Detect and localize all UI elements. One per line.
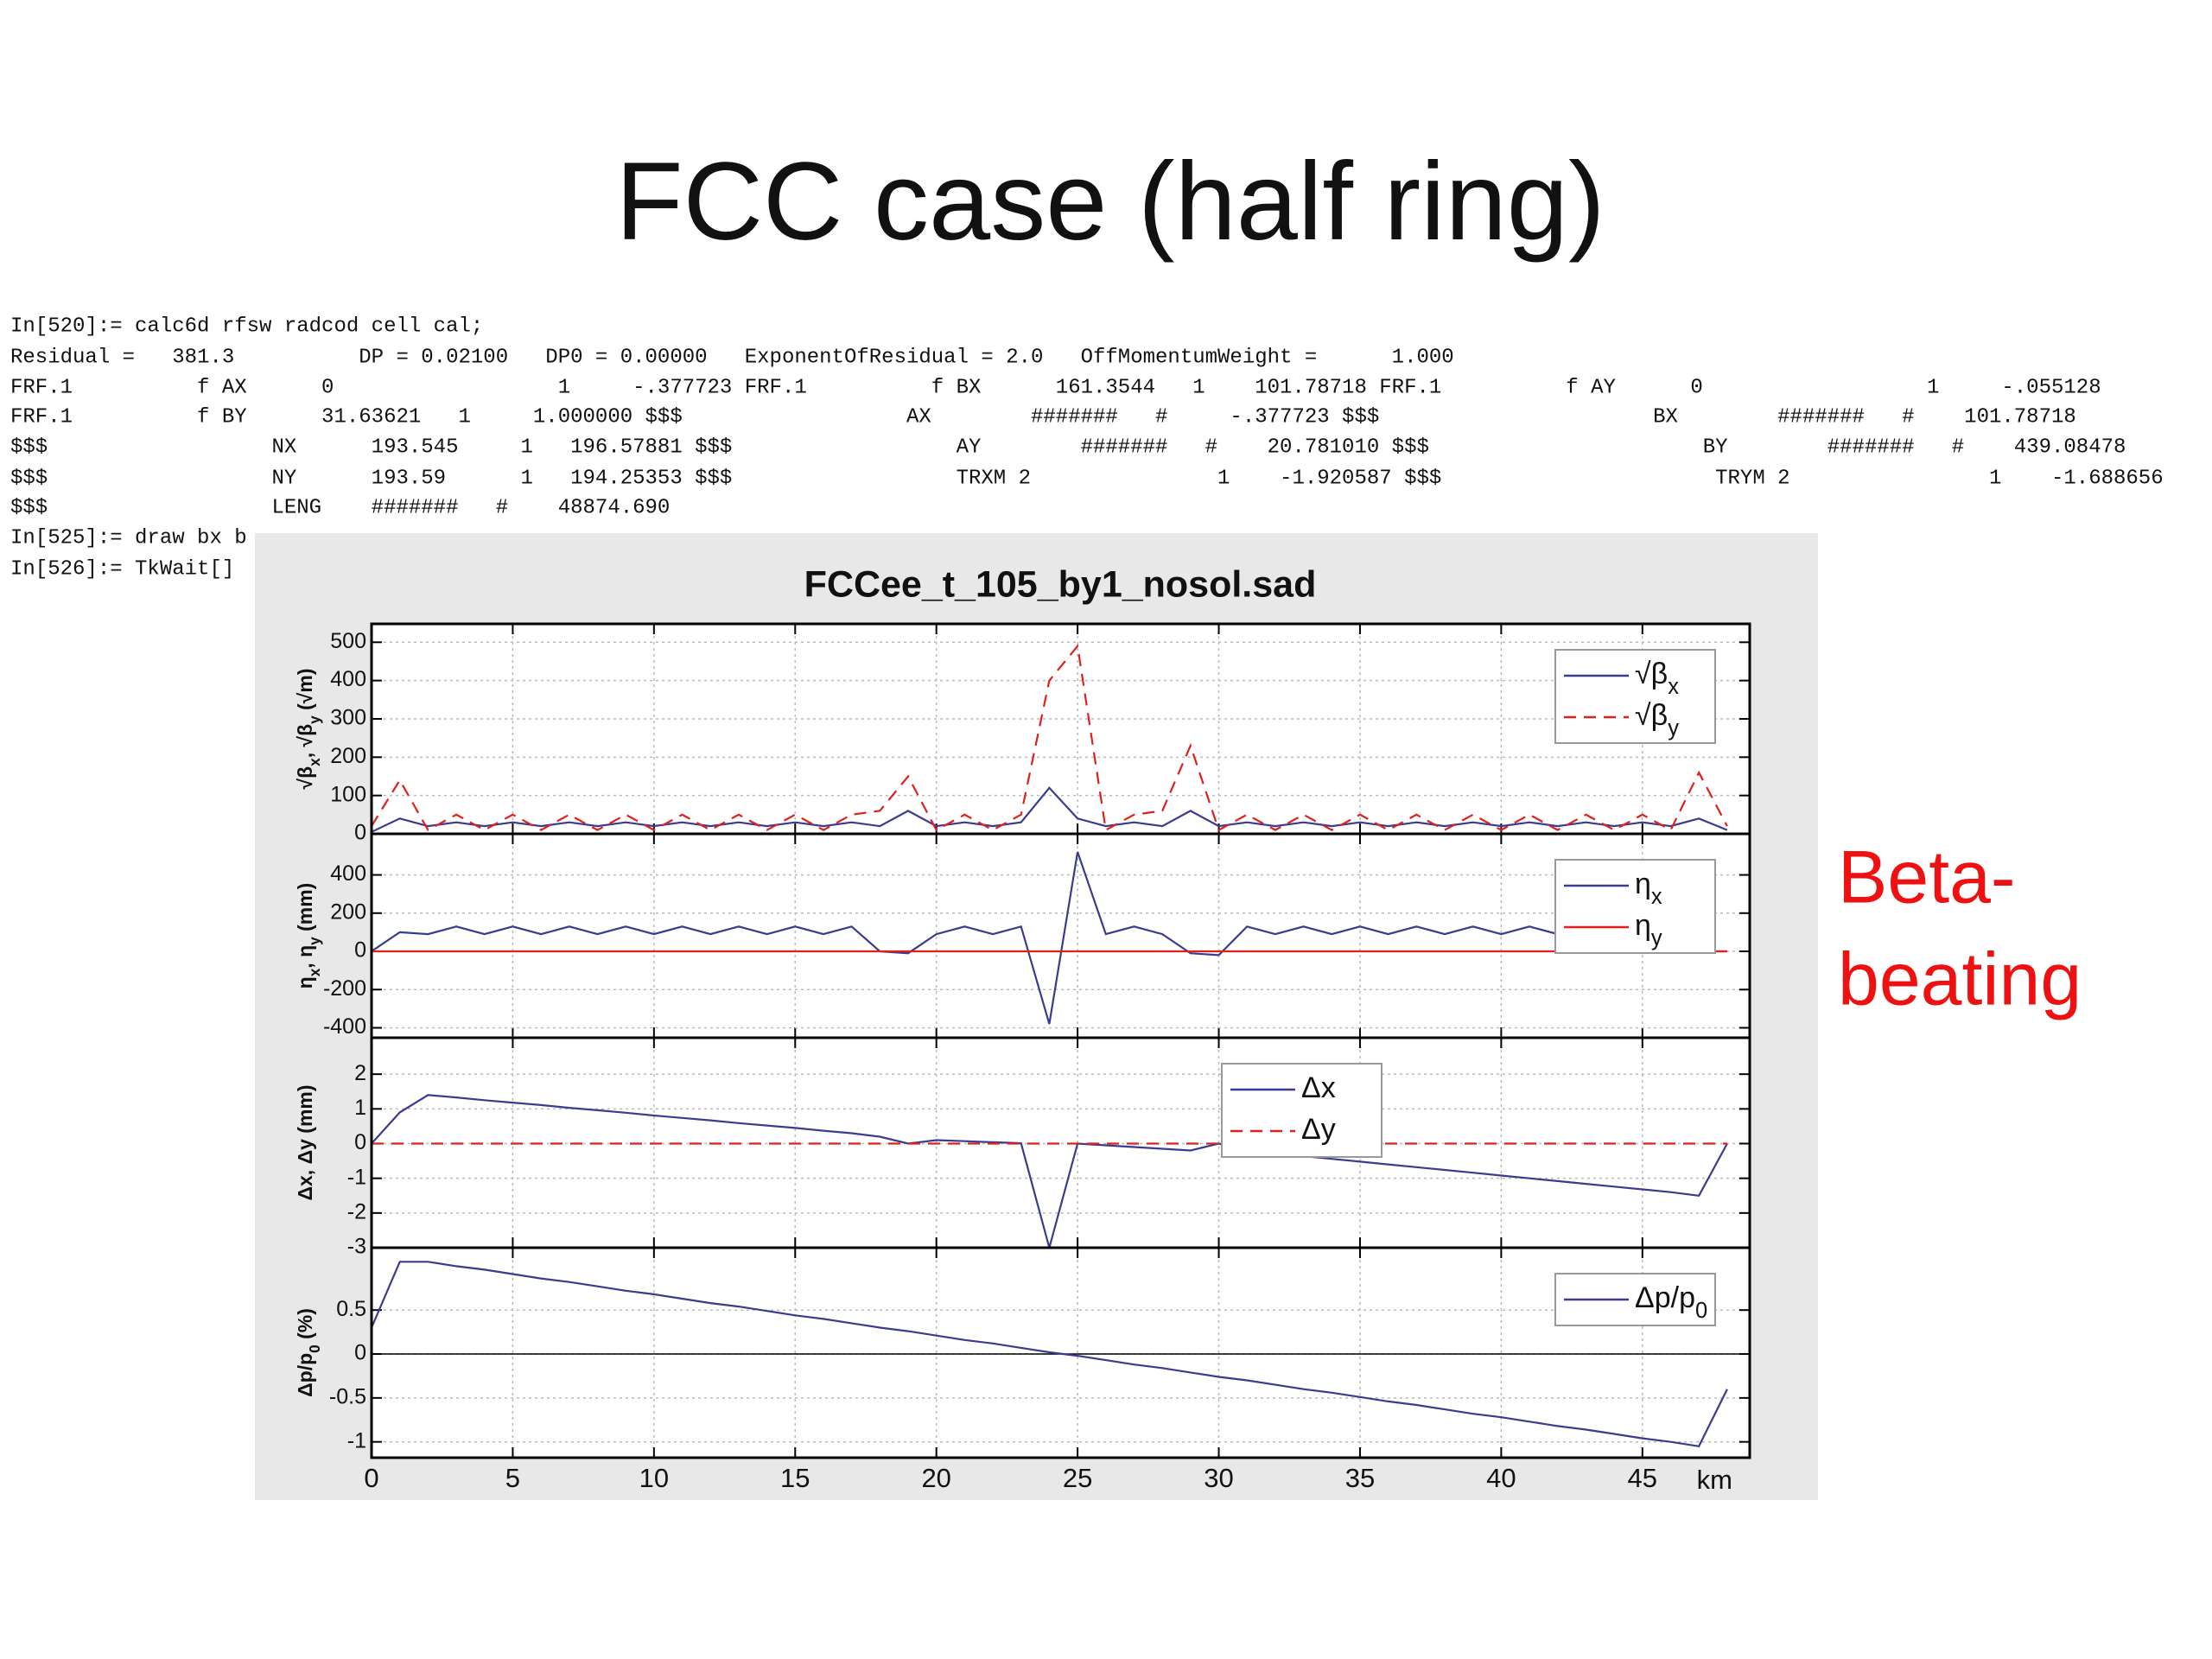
- console-output: In[520]:= calc6d rfsw radcod cell cal; Re…: [10, 315, 2164, 581]
- x-tick-label: 5: [505, 1463, 520, 1493]
- y-tick-label: 100: [330, 782, 366, 806]
- x-tick-label: 0: [364, 1463, 378, 1493]
- series-line: [372, 851, 1727, 1025]
- legend-label: √βx: [1635, 658, 1679, 699]
- y-tick-label: -400: [323, 1014, 366, 1039]
- legend-label: ηy: [1635, 909, 1662, 950]
- console-line: $$$ NX 193.545 1 196.57881 $$$ AY ######…: [10, 435, 2126, 459]
- figure-title: FCCee_t_105_by1_nosol.sad: [804, 563, 1317, 605]
- side-note: beating: [1838, 938, 2082, 1021]
- slide-title: FCC case (half ring): [615, 140, 1605, 264]
- series-group: [372, 644, 1728, 833]
- console-line: In[520]:= calc6d rfsw radcod cell cal;: [10, 315, 483, 338]
- y-tick-label: -0.5: [329, 1384, 366, 1408]
- series-line: [372, 1261, 1728, 1448]
- y-tick-label: 1: [354, 1096, 366, 1120]
- console-line: In[526]:= TkWait[]: [10, 557, 234, 581]
- plot-area: [372, 624, 1750, 834]
- console-line: FRF.1 f AX 0 1 -.377723 FRF.1 f BX 161.3…: [10, 376, 2101, 399]
- legend-label: Δy: [1301, 1113, 1336, 1146]
- console-line: In[525]:= draw bx b: [10, 526, 247, 550]
- y-tick-label: 200: [330, 899, 366, 924]
- y-tick-label: -1: [347, 1428, 366, 1452]
- y-tick-label: 0: [354, 821, 366, 845]
- x-tick-label: 10: [639, 1463, 669, 1493]
- legend-label: Δp/p0: [1635, 1281, 1707, 1323]
- y-tick-label: 0: [354, 938, 366, 963]
- console-line: FRF.1 f BY 31.63621 1 1.000000 $$$ AX ##…: [10, 405, 2076, 429]
- console-line: Residual = 381.3 DP = 0.02100 DP0 = 0.00…: [10, 346, 1454, 369]
- legend-box: [1554, 859, 1716, 954]
- y-tick-label: 200: [330, 744, 366, 768]
- x-tick-label: 35: [1345, 1463, 1375, 1493]
- legend-label: ηx: [1635, 868, 1662, 909]
- y-tick-label: -1: [347, 1165, 366, 1189]
- legend-box: [1221, 1063, 1382, 1158]
- panel: 0 5 10 15 20 25 30 35 40 45 km -1 -0.5 0 0.5 Δp/p0 (%) Δ…: [294, 1246, 1751, 1495]
- plot-area: [372, 834, 1750, 1038]
- y-axis-label: Δx, Δy (mm): [294, 1084, 316, 1200]
- y-tick-label: -2: [347, 1199, 366, 1224]
- x-tick-label: 40: [1486, 1463, 1516, 1493]
- plot-frame: [370, 1246, 1751, 1459]
- series-group: [372, 851, 1727, 1025]
- y-tick-label: 2: [354, 1061, 366, 1085]
- y-axis-label: √βx, √βy (√m): [294, 668, 322, 789]
- y-axis-label: Δp/p0 (%): [294, 1308, 322, 1397]
- y-tick-label: 300: [330, 706, 366, 730]
- x-axis-label: km: [1697, 1465, 1732, 1495]
- y-tick-label: 0.5: [336, 1297, 366, 1321]
- x-tick-label: 20: [921, 1463, 950, 1493]
- y-tick-label: -3: [347, 1235, 366, 1259]
- x-tick-label: 30: [1204, 1463, 1233, 1493]
- series-group: [372, 1261, 1750, 1448]
- y-tick-label: 400: [330, 667, 366, 691]
- y-tick-label: 400: [330, 861, 366, 886]
- x-tick-label: 25: [1063, 1463, 1092, 1493]
- plot-area: [372, 1248, 1750, 1458]
- series-line: [372, 1094, 1728, 1248]
- legend-label: √βy: [1635, 699, 1679, 741]
- legend-box: [1554, 649, 1716, 744]
- y-tick-label: -200: [323, 976, 366, 1001]
- x-tick-label: 45: [1628, 1463, 1657, 1493]
- legend-box: [1554, 1273, 1716, 1326]
- y-tick-label: 0: [354, 1130, 366, 1154]
- series-group: [372, 1094, 1728, 1248]
- legend-label: Δx: [1301, 1071, 1336, 1104]
- x-tick-label: 15: [780, 1463, 810, 1493]
- y-tick-label: 500: [330, 629, 366, 653]
- y-tick-label: 0: [354, 1341, 366, 1365]
- console-line: $$$ LENG ####### # 48874.690: [10, 496, 670, 519]
- series-line: [372, 786, 1728, 833]
- panel: -3 -2 -1 0 1 2 Δx, Δy (mm) Δx Δy: [294, 1036, 1751, 1259]
- y-axis-label: ηx, ηy (mm): [294, 883, 322, 989]
- panel: 0 100 200 300 400 500 √βx, √βy (√m) √βx√βy: [294, 622, 1751, 845]
- console-line: $$$ NY 193.59 1 194.25353 $$$ TRXM 2 1 -…: [10, 467, 2164, 490]
- series-line: [372, 644, 1728, 832]
- side-note: Beta-: [1838, 836, 2016, 919]
